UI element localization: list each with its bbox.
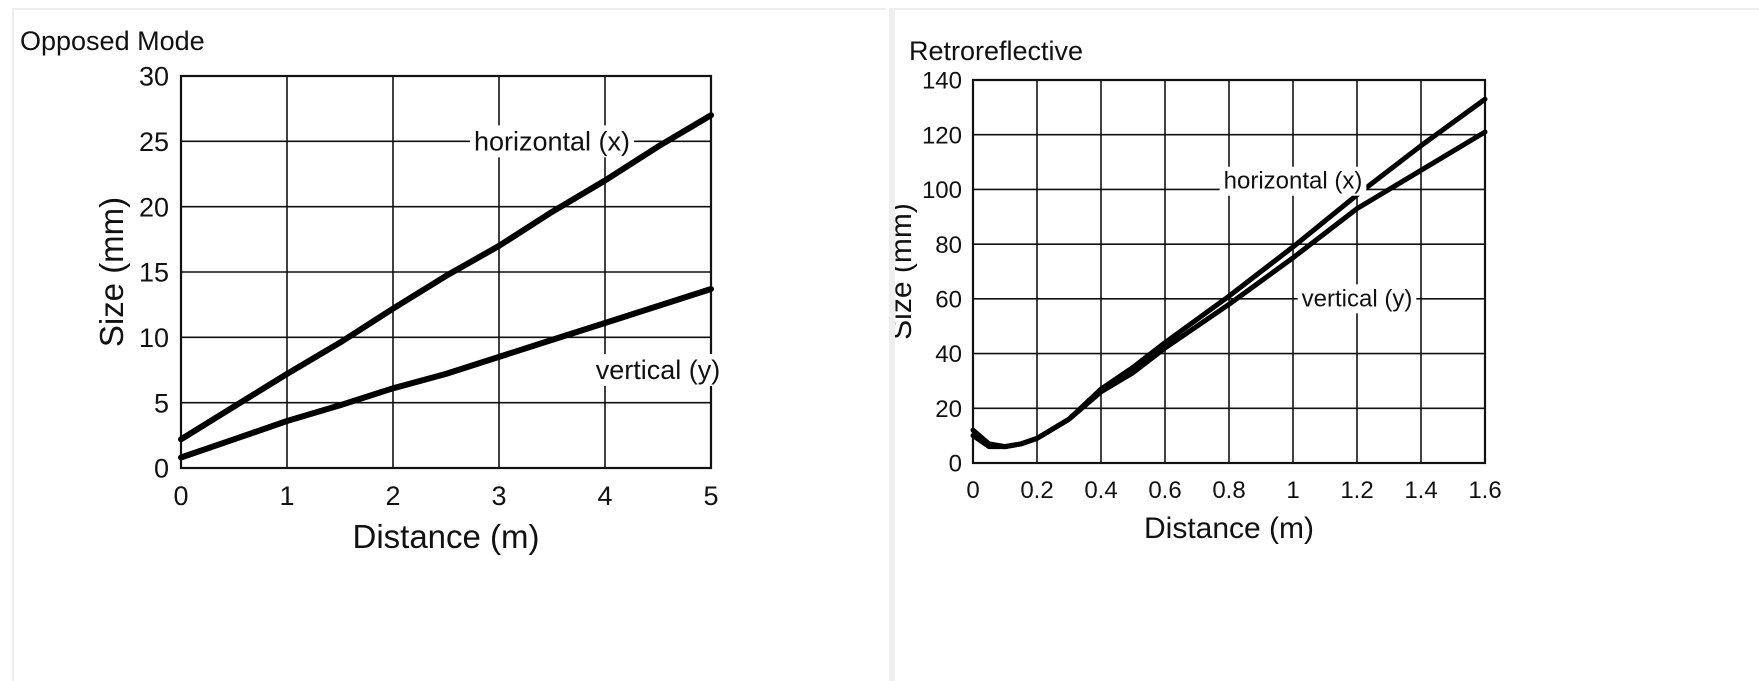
x-tick-label: 2 — [385, 481, 400, 511]
plot-frame — [179, 74, 713, 470]
y-tick-label: 20 — [935, 396, 962, 423]
y-axis-label: Size (mm) — [93, 197, 130, 347]
y-tick-label: 30 — [139, 62, 169, 92]
x-tick-label: 1.4 — [1404, 477, 1437, 504]
x-tick-label: 5 — [703, 481, 718, 511]
series-line-horizontal — [178, 112, 714, 443]
y-tick-label: 5 — [154, 388, 169, 418]
series-line-vertical — [970, 129, 1488, 450]
series-label: horizontal (x) — [474, 126, 630, 156]
series-label-background — [591, 354, 725, 386]
y-tick-label: 10 — [139, 323, 169, 353]
series-line-vertical — [178, 286, 714, 461]
series-label-background — [469, 125, 635, 158]
x-tick-label: 0.6 — [1148, 477, 1181, 504]
y-tick-label: 80 — [935, 232, 962, 259]
series-label-background — [1219, 166, 1367, 196]
y-tick-label: 20 — [139, 192, 169, 222]
opposed-mode-panel: Opposed Mode 0 1 2 3 4 5 0 5 10 15 20 25 30 Distance … — [12, 8, 886, 681]
series-label: vertical (y) — [596, 355, 721, 385]
plot-frame — [971, 78, 1487, 465]
series-label: vertical (y) — [1302, 285, 1413, 312]
retroreflective-chart: 0 0.2 0.4 0.6 0.8 1 1.2 1.4 1.6 0 20 40 60 80 100 120 14… — [895, 68, 1502, 545]
chart-title: Retroreflective — [909, 36, 1084, 66]
y-tick-label: 100 — [922, 177, 962, 204]
y-tick-label: 25 — [139, 127, 169, 157]
y-axis-label: Size (mm) — [895, 203, 918, 340]
series-label: horizontal (x) — [1224, 168, 1363, 195]
x-tick-label: 0.8 — [1212, 477, 1245, 504]
x-tick-label: 0 — [966, 477, 979, 504]
y-tick-label: 40 — [935, 341, 962, 368]
x-tick-label: 0 — [173, 481, 188, 511]
x-axis-label: Distance (m) — [1144, 512, 1314, 545]
x-tick-label: 1 — [1286, 477, 1299, 504]
x-tick-label: 1 — [279, 481, 294, 511]
y-tick-label: 140 — [922, 68, 962, 95]
series-label-background — [1297, 284, 1417, 314]
y-tick-label: 15 — [139, 258, 169, 288]
x-tick-label: 1.2 — [1340, 477, 1373, 504]
grid — [972, 79, 1486, 464]
y-tick-label: 120 — [922, 122, 962, 149]
x-tick-label: 3 — [491, 481, 506, 511]
x-tick-label: 0.4 — [1084, 477, 1117, 504]
y-tick-label: 0 — [949, 451, 962, 478]
x-axis-label: Distance (m) — [352, 518, 539, 555]
x-tick-label: 1.6 — [1468, 477, 1501, 504]
retroreflective-panel: Retroreflective 0 0.2 0.4 0.6 0.8 1 1.2 1.4 1.6 0… — [889, 8, 1759, 681]
x-tick-label: 4 — [597, 481, 612, 511]
grid — [180, 75, 712, 469]
y-tick-label: 0 — [154, 454, 169, 484]
opposed-mode-chart: 0 1 2 3 4 5 0 5 10 15 20 25 30 Distance (m) Size (mm) h… — [93, 62, 725, 555]
x-tick-label: 0.2 — [1020, 477, 1053, 504]
chart-title: Opposed Mode — [20, 26, 205, 56]
y-tick-label: 60 — [935, 286, 962, 313]
